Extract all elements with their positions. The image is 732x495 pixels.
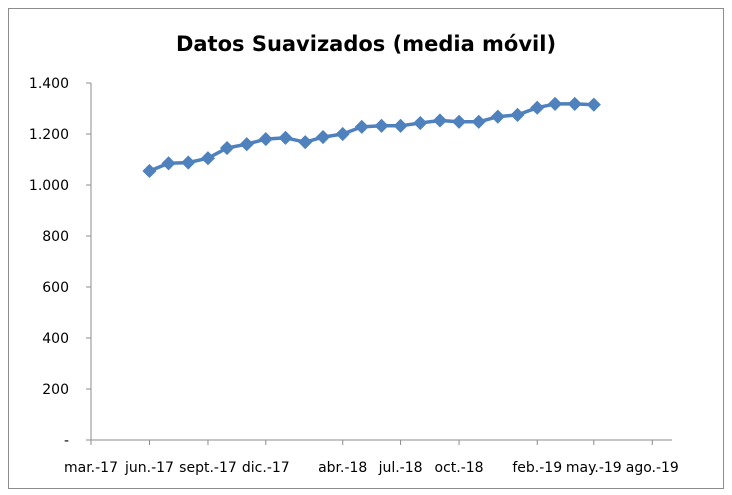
data-point-marker xyxy=(315,129,331,145)
data-point-marker xyxy=(413,115,428,131)
data-point-marker xyxy=(510,107,525,122)
data-point-marker xyxy=(374,118,389,133)
y-tick-label: 200 xyxy=(42,382,69,398)
y-tick-label: 600 xyxy=(42,280,69,296)
data-point-marker xyxy=(567,96,582,111)
chart-title: Datos Suavizados (media móvil) xyxy=(176,32,556,56)
data-point-marker xyxy=(490,109,505,124)
data-point-marker xyxy=(181,155,196,170)
data-point-marker xyxy=(335,126,350,142)
series-line xyxy=(148,102,594,173)
y-tick-label: 1.400 xyxy=(29,76,69,92)
data-point-marker xyxy=(586,97,601,112)
x-tick-label: sept.-17 xyxy=(179,460,237,476)
x-tick-label: jul.-18 xyxy=(378,460,423,476)
x-tick-label: ago.-19 xyxy=(626,460,679,476)
data-point-marker xyxy=(258,132,273,147)
x-tick-label: may.-19 xyxy=(566,460,622,476)
y-tick-label: 400 xyxy=(42,331,69,347)
data-point-marker xyxy=(142,163,157,179)
data-point-marker xyxy=(393,118,408,133)
data-point-marker xyxy=(278,130,293,145)
data-point-marker xyxy=(298,135,313,150)
y-axis: - 200 400 600 800 1.000 1.200 1.400 xyxy=(29,76,92,449)
data-point-marker xyxy=(547,96,563,111)
data-point-marker xyxy=(239,137,254,152)
data-point-marker xyxy=(471,114,486,129)
x-tick-label: jun.-17 xyxy=(124,460,174,476)
y-tick-label: 1.000 xyxy=(29,178,69,194)
data-point-marker xyxy=(354,119,369,134)
data-point-marker xyxy=(451,114,467,129)
x-tick-label: mar.-17 xyxy=(64,460,118,476)
data-point-marker xyxy=(432,113,448,128)
x-tick-label: feb.-19 xyxy=(512,460,562,476)
x-tick-label: oct.-18 xyxy=(435,460,484,476)
x-axis: mar.-17 jun.-17 sept.-17 dic.-17 abr.-18 jul.… xyxy=(64,439,679,476)
x-tick-label: abr.-18 xyxy=(318,460,367,476)
data-point-marker xyxy=(161,156,176,171)
series-group xyxy=(142,96,601,179)
y-tick-label: 800 xyxy=(42,229,69,245)
chart-frame xyxy=(8,8,724,489)
x-tick-label: dic.-17 xyxy=(242,460,290,476)
y-tick-label: 1.200 xyxy=(29,127,69,143)
data-point-marker xyxy=(530,100,545,115)
data-point-marker xyxy=(200,151,216,166)
data-point-marker xyxy=(219,140,235,156)
y-tick-label: - xyxy=(64,433,69,449)
